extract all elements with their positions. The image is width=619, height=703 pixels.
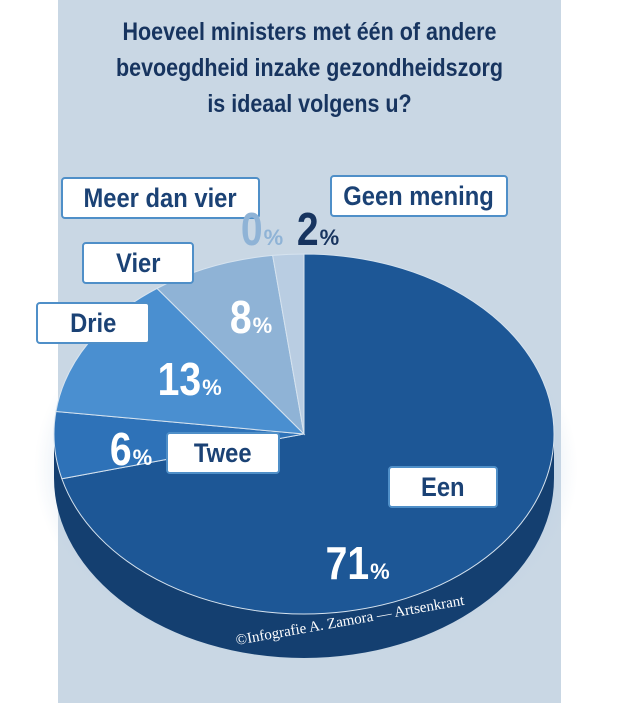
value-een: 71% [325, 537, 390, 589]
pie-slice-een [61, 253, 555, 615]
value-geen-mening: 2% [296, 203, 340, 255]
label-meer-dan-vier: Meer dan vier [61, 177, 260, 219]
value-meer-dan-vier: 0% [240, 203, 284, 255]
label-drie: Drie [36, 302, 150, 344]
pie-side [54, 434, 554, 658]
title-line-2: bevoegdheid inzake gezondheidszorg [115, 54, 504, 82]
label-geen-mening: Geen mening [330, 175, 508, 217]
title-line-3: is ideaal volgens u? [207, 90, 412, 118]
pie-slice-geen-mening [272, 253, 305, 435]
pie-slice-vier [156, 254, 305, 436]
value-twee: 6% [109, 423, 153, 475]
value-drie: 13% [157, 353, 222, 405]
pie-depth [54, 434, 554, 658]
label-twee: Twee [166, 432, 280, 474]
label-een: Een [388, 466, 498, 508]
chart-title: Hoeveel ministers met één of andere bevo… [93, 14, 526, 122]
title-line-1: Hoeveel ministers met één of andere [122, 18, 497, 46]
pie-top [53, 253, 555, 615]
label-vier: Vier [82, 242, 194, 284]
value-vier: 8% [229, 291, 273, 343]
